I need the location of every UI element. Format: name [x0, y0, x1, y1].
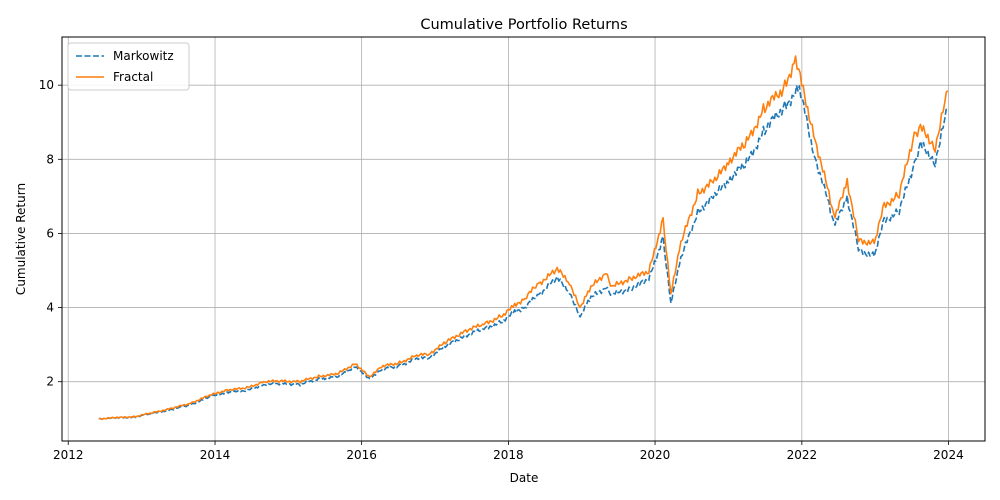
y-axis: 2 4 6 8 10	[39, 78, 62, 389]
x-tick-label: 2018	[493, 448, 524, 462]
legend: Markowitz Fractal	[67, 42, 190, 91]
chart-title: Cumulative Portfolio Returns	[420, 17, 627, 33]
legend-label-fractal: Fractal	[113, 70, 153, 84]
series-line-markowitz	[98, 84, 949, 421]
legend-box	[67, 42, 190, 91]
x-axis-label: Date	[510, 471, 539, 485]
y-tick-label: 6	[46, 226, 54, 240]
series-layer	[98, 55, 949, 421]
y-tick-label: 2	[46, 375, 54, 389]
y-tick-label: 10	[39, 78, 54, 92]
legend-label-markowitz: Markowitz	[113, 49, 174, 63]
grid-lines	[62, 37, 985, 441]
x-tick-label: 2022	[787, 448, 818, 462]
y-tick-label: 8	[46, 152, 54, 166]
y-tick-label: 4	[46, 301, 54, 315]
x-axis: 2012 2014 2016 2018 2020 2022 2024	[53, 441, 964, 462]
x-tick-label: 2014	[200, 448, 231, 462]
x-tick-label: 2024	[933, 448, 964, 462]
x-tick-label: 2016	[346, 448, 377, 462]
x-tick-label: 2012	[53, 448, 84, 462]
x-tick-label: 2020	[640, 448, 671, 462]
y-axis-label: Cumulative Return	[14, 183, 28, 295]
series-line-fractal	[98, 55, 949, 421]
plot-frame	[61, 36, 986, 442]
